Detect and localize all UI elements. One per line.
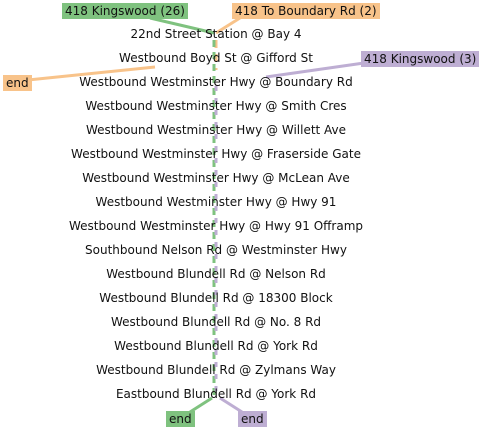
stop-label: Westbound Blundell Rd @ No. 8 Rd bbox=[110, 315, 322, 329]
green-end-connector bbox=[189, 396, 213, 414]
route-tag-kingswood-3: 418 Kingswood (3) bbox=[361, 51, 480, 67]
route-tag-kingswood-26: 418 Kingswood (26) bbox=[62, 3, 188, 19]
stop-label: Westbound Westminster Hwy @ Smith Cres bbox=[85, 99, 347, 113]
orange-route-connector bbox=[215, 16, 241, 35]
stop-label: Westbound Westminster Hwy @ McLean Ave bbox=[82, 171, 350, 185]
purple-route-connector bbox=[265, 61, 365, 79]
orange-end-connector bbox=[27, 65, 156, 82]
stop-label: Westbound Boyd St @ Gifford St bbox=[119, 51, 313, 65]
end-tag-orange: end bbox=[3, 75, 32, 91]
stop-label: 22nd Street Station @ Bay 4 bbox=[130, 27, 302, 41]
end-tag-purple: end bbox=[238, 411, 267, 427]
stop-label: Eastbound Blundell Rd @ York Rd bbox=[115, 387, 317, 401]
route-tag-to-boundary: 418 To Boundary Rd (2) bbox=[232, 3, 380, 19]
stop-label: Westbound Blundell Rd @ 18300 Block bbox=[99, 291, 333, 305]
green-route-connector bbox=[149, 16, 215, 35]
purple-end-connector bbox=[219, 396, 243, 414]
stop-label: Westbound Blundell Rd @ Zylmans Way bbox=[96, 363, 336, 377]
stop-label: Westbound Blundell Rd @ York Rd bbox=[114, 339, 318, 353]
stop-label: Westbound Westminster Hwy @ Willett Ave bbox=[85, 123, 347, 137]
stop-label: Westbound Westminster Hwy @ Boundary Rd bbox=[79, 75, 353, 89]
stop-label: Westbound Westminster Hwy @ Fraserside G… bbox=[71, 147, 361, 161]
stop-label: Southbound Nelson Rd @ Westminster Hwy bbox=[85, 243, 347, 257]
stop-label: Westbound Westminster Hwy @ Hwy 91 bbox=[95, 195, 337, 209]
end-tag-green: end bbox=[166, 411, 195, 427]
stop-label: Westbound Westminster Hwy @ Hwy 91 Offra… bbox=[68, 219, 364, 233]
stop-label: Westbound Blundell Rd @ Nelson Rd bbox=[106, 267, 326, 281]
